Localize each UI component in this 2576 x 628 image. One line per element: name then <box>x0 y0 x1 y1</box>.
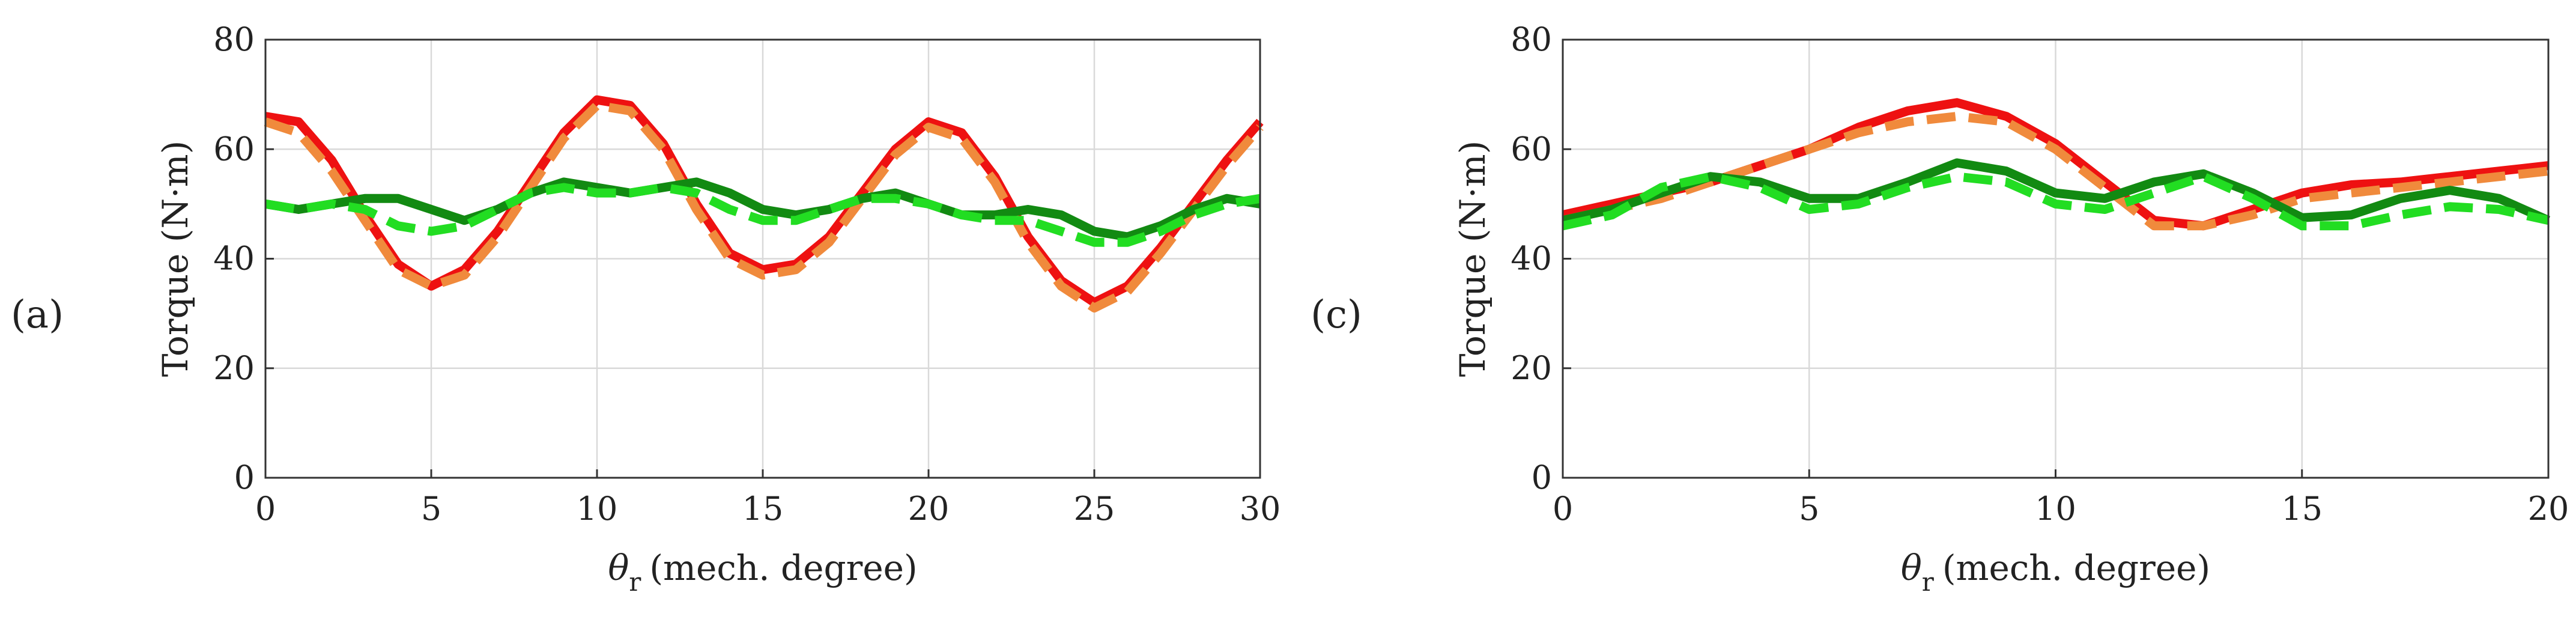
y-tick-label: 80 <box>1511 20 1552 58</box>
x-axis-label-c: θr (mech. degree) <box>1901 547 2210 597</box>
series-line-3 <box>264 177 1261 242</box>
y-axis-label-c: Torque (N·m) <box>1452 141 1493 377</box>
y-tick-label: 40 <box>1511 240 1552 278</box>
panel-label-c: (c) <box>1311 293 1362 337</box>
x-tick-label: 30 <box>1240 490 1281 528</box>
x-tick-label: 10 <box>2035 490 2076 528</box>
x-tick-label: 15 <box>742 490 784 528</box>
x-axis-symbol-a: θ <box>608 547 629 588</box>
x-axis-label-a: θr (mech. degree) <box>608 547 917 597</box>
x-ticks-c: 0 5 10 15 20 <box>1553 469 2569 528</box>
y-tick-label: 80 <box>213 20 255 58</box>
y-tick-label: 20 <box>1511 349 1552 387</box>
y-ticks-a: 0 20 40 60 80 <box>213 20 274 496</box>
series-line-2 <box>264 100 1264 312</box>
series-line-4 <box>264 183 1261 247</box>
x-tick-label: 10 <box>577 490 618 528</box>
y-tick-label: 60 <box>213 130 255 168</box>
chart-panel-c: (c) 0 5 10 15 20 0 20 40 60 80 Torque (N·m) θr (m… <box>1311 20 2569 597</box>
x-tick-label: 25 <box>1074 490 1115 528</box>
grid-c <box>1562 38 2550 479</box>
x-ticks-a: 0 5 10 15 20 25 30 <box>255 469 1281 528</box>
x-tick-label: 15 <box>2281 490 2323 528</box>
x-axis-unit-c: (mech. degree) <box>1942 547 2210 588</box>
panel-label-a: (a) <box>11 293 64 337</box>
x-axis-subscript-a: r <box>629 567 641 597</box>
x-tick-label: 0 <box>1553 490 1573 528</box>
series-group-c <box>1562 98 2551 231</box>
y-tick-label: 0 <box>1532 459 1552 496</box>
x-tick-label: 5 <box>421 490 441 528</box>
y-tick-label: 20 <box>213 349 255 387</box>
grid-a <box>264 38 1261 479</box>
x-tick-label: 0 <box>255 490 276 528</box>
x-axis-symbol-c: θ <box>1901 547 1922 588</box>
y-tick-label: 40 <box>213 240 255 278</box>
x-tick-label: 5 <box>1799 490 1819 528</box>
x-axis-unit-a: (mech. degree) <box>649 547 917 588</box>
x-tick-label: 20 <box>2528 490 2569 528</box>
series-line-1 <box>264 95 1264 307</box>
series-group-a <box>264 95 1264 312</box>
x-tick-label: 20 <box>908 490 950 528</box>
y-tick-label: 60 <box>1511 130 1552 168</box>
y-axis-label-a: Torque (N·m) <box>155 141 196 377</box>
y-ticks-c: 0 20 40 60 80 <box>1511 20 1571 496</box>
y-tick-label: 0 <box>234 459 255 496</box>
series-line-4 <box>1562 172 2550 231</box>
x-axis-subscript-c: r <box>1922 567 1935 597</box>
